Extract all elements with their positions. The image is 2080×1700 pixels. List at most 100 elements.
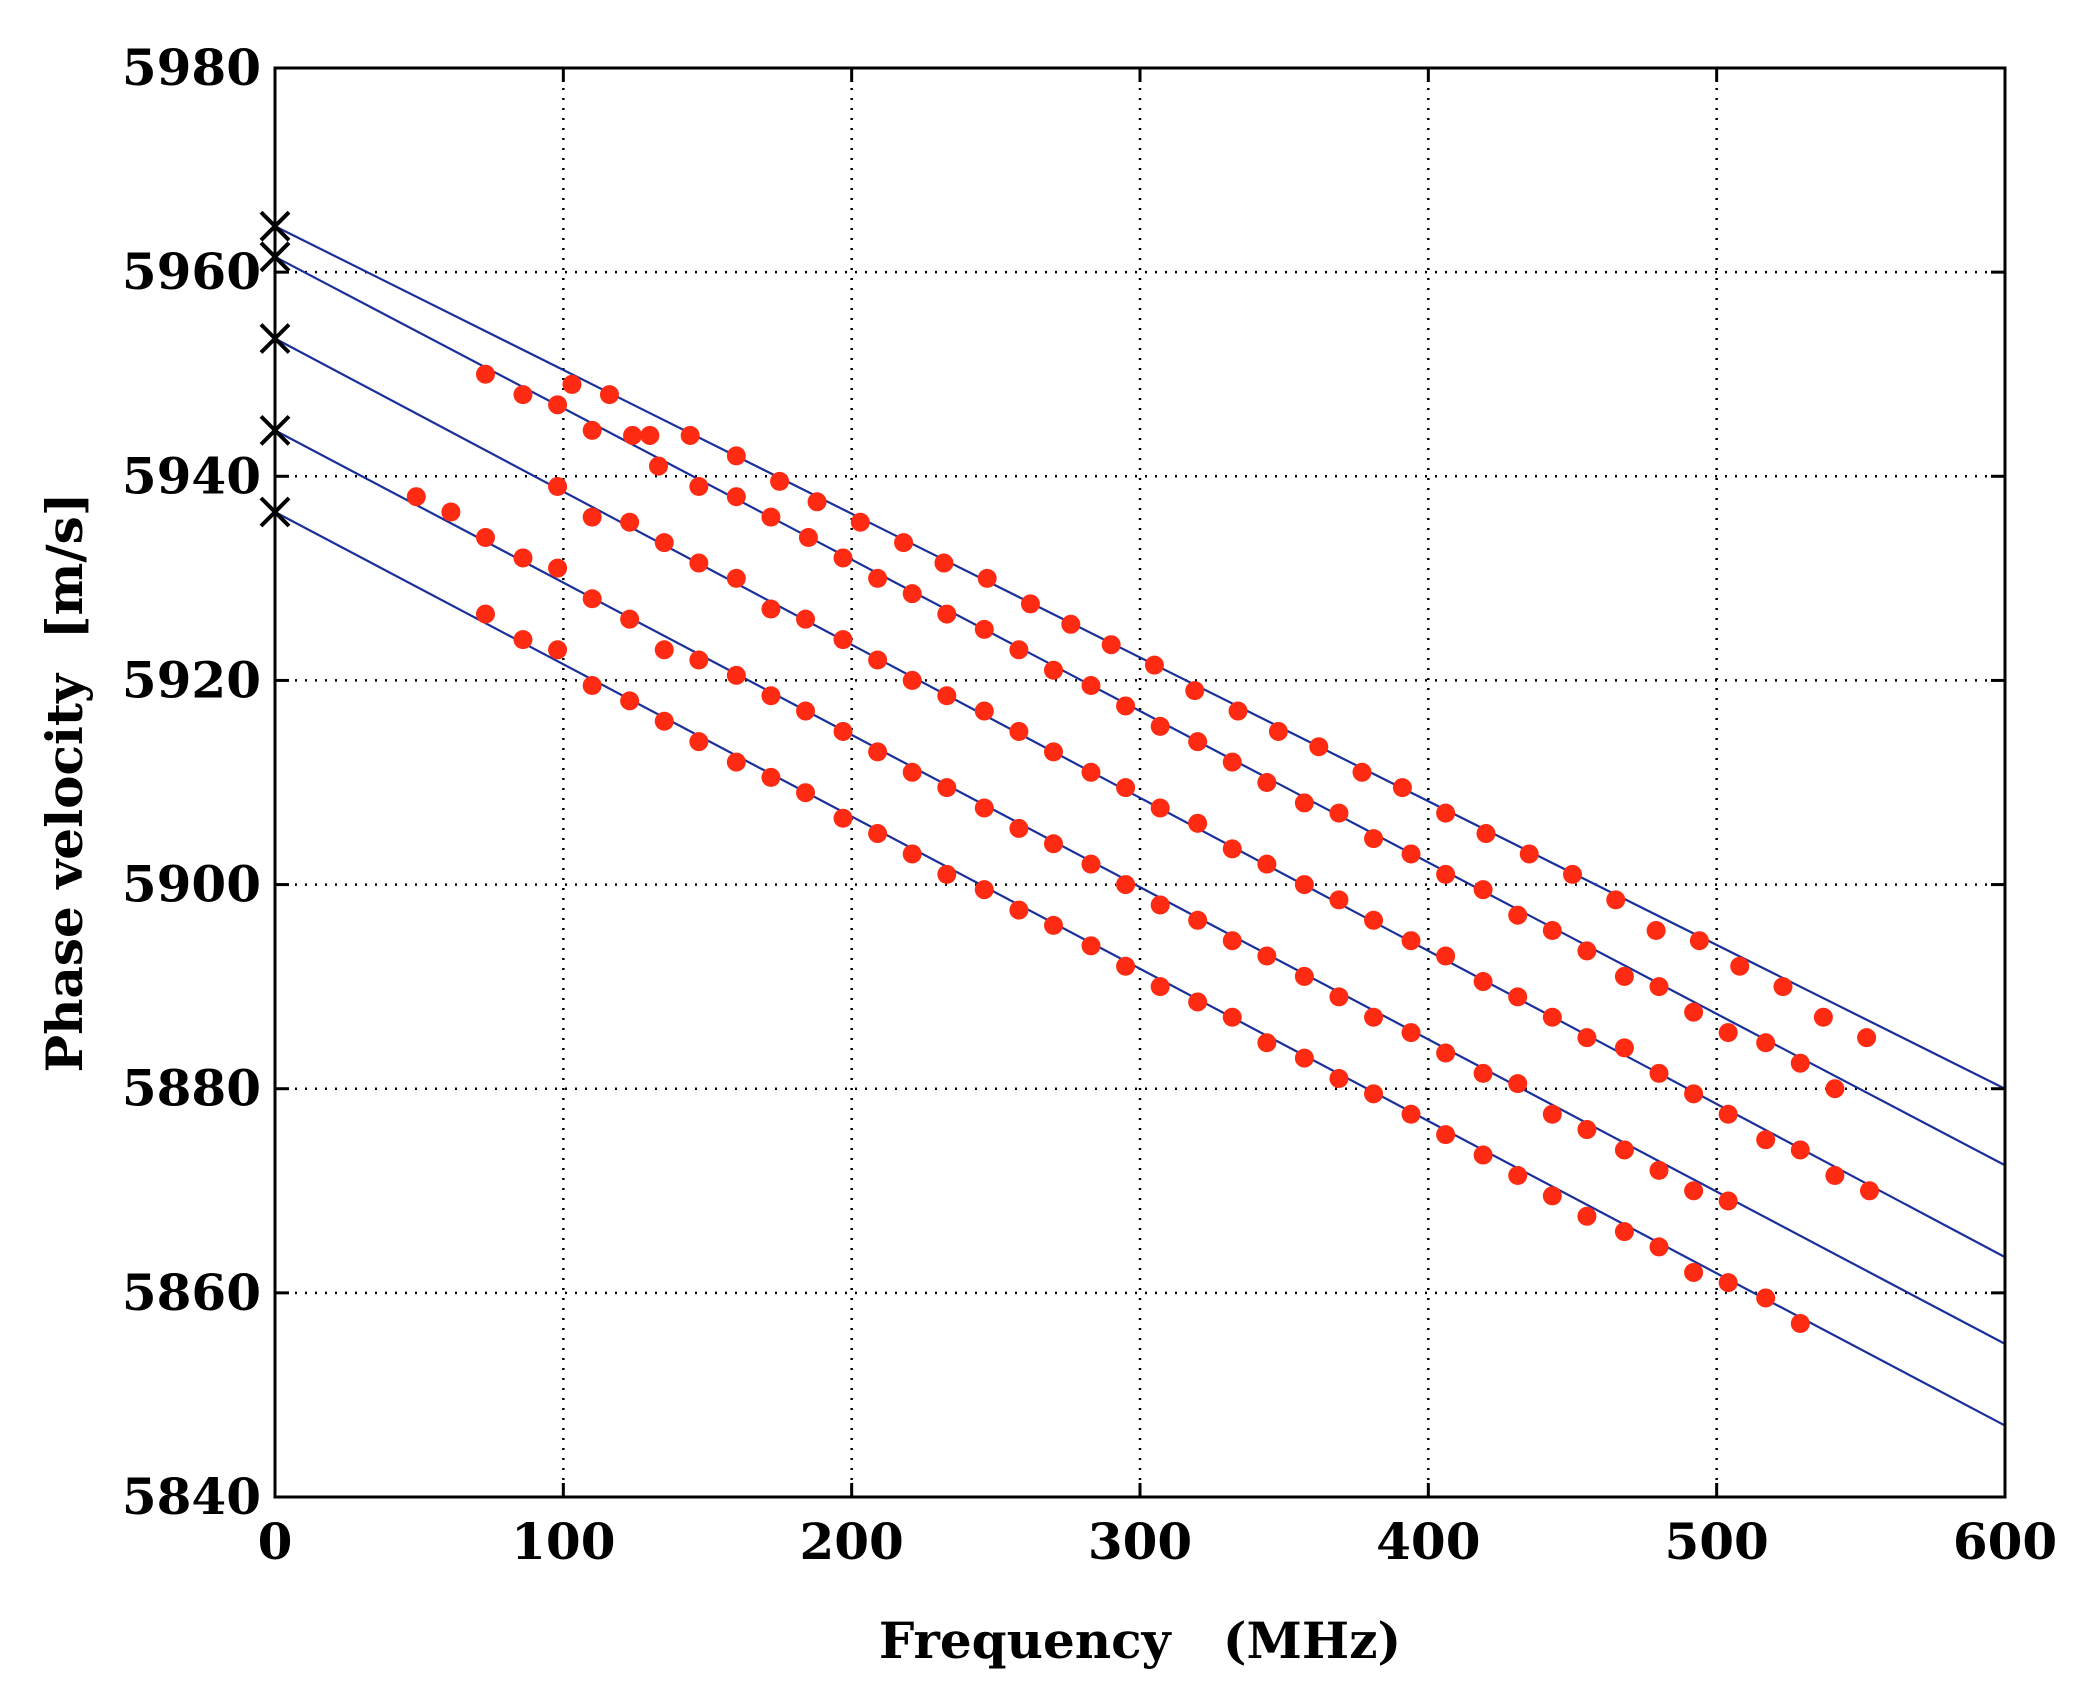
data-point xyxy=(1222,752,1242,772)
data-point xyxy=(761,686,781,706)
fit-line-1 xyxy=(274,225,2006,1090)
data-point xyxy=(1684,1181,1704,1201)
y-tick-label: 5900 xyxy=(122,855,261,914)
data-point xyxy=(868,824,888,844)
data-point xyxy=(548,395,568,415)
data-point xyxy=(726,487,746,507)
data-point xyxy=(937,604,957,624)
data-point xyxy=(1364,829,1384,849)
data-point xyxy=(1116,778,1136,798)
data-point xyxy=(1188,910,1208,930)
data-point xyxy=(582,676,602,696)
data-point xyxy=(1577,1120,1597,1140)
data-point xyxy=(1188,992,1208,1012)
data-point xyxy=(902,670,922,690)
data-point xyxy=(1614,1038,1634,1058)
data-point xyxy=(937,778,957,798)
data-point xyxy=(1257,773,1277,792)
data-point xyxy=(1436,1043,1456,1063)
data-point xyxy=(1228,701,1248,721)
data-point xyxy=(1352,762,1372,782)
data-point xyxy=(1294,793,1314,813)
data-point xyxy=(1081,762,1101,782)
data-point xyxy=(1081,854,1101,874)
data-point xyxy=(1790,1313,1810,1333)
fit-line-5 xyxy=(274,511,2006,1427)
data-point xyxy=(1508,905,1528,925)
data-point xyxy=(1185,681,1205,701)
y-tick-label: 5920 xyxy=(122,650,261,709)
data-point xyxy=(1773,977,1793,997)
data-point xyxy=(1009,900,1029,920)
data-point xyxy=(1044,834,1063,854)
data-point xyxy=(1401,844,1421,864)
data-point xyxy=(548,558,568,578)
data-point xyxy=(1508,987,1528,1007)
data-point xyxy=(582,589,602,609)
data-point xyxy=(1436,946,1456,966)
plot-frame xyxy=(273,66,2007,1499)
data-point xyxy=(833,808,853,828)
data-point xyxy=(1577,941,1597,961)
x-tick-label: 300 xyxy=(1088,1512,1192,1571)
data-point xyxy=(1813,1007,1833,1027)
data-point xyxy=(798,528,818,548)
data-point xyxy=(1150,716,1170,736)
data-point xyxy=(1401,931,1421,951)
data-point xyxy=(1646,921,1666,941)
data-point xyxy=(850,512,870,532)
data-point xyxy=(1329,890,1349,910)
y-tick-label: 5840 xyxy=(122,1467,261,1526)
y-axis-label: Phase velocity [m/s] xyxy=(35,493,94,1073)
data-point xyxy=(1329,1069,1349,1089)
x-tick-label: 400 xyxy=(1376,1512,1480,1571)
data-point xyxy=(796,609,816,629)
data-point xyxy=(1436,1125,1456,1145)
data-point xyxy=(1144,655,1164,675)
data-point xyxy=(513,385,533,405)
data-point xyxy=(1009,640,1029,660)
data-point xyxy=(654,533,674,553)
data-point xyxy=(1649,1063,1669,1083)
data-point xyxy=(796,701,816,721)
data-point xyxy=(1268,721,1288,741)
data-point xyxy=(654,640,674,660)
data-point xyxy=(1473,1145,1493,1165)
data-point xyxy=(726,446,746,466)
data-point xyxy=(620,691,640,711)
data-point xyxy=(1294,875,1314,895)
data-point xyxy=(726,665,746,685)
data-point xyxy=(620,512,640,532)
data-point xyxy=(582,507,602,527)
data-point xyxy=(654,711,674,731)
data-point xyxy=(689,732,709,752)
data-point xyxy=(548,640,568,660)
data-point xyxy=(1061,614,1081,634)
data-point xyxy=(620,609,640,629)
data-point xyxy=(1473,972,1493,992)
data-point xyxy=(1150,798,1170,818)
fit-line-4 xyxy=(274,429,2006,1345)
data-point xyxy=(1188,813,1208,833)
data-point xyxy=(1257,1033,1277,1053)
data-point xyxy=(1364,1007,1384,1027)
data-point xyxy=(1508,1165,1528,1185)
data-point xyxy=(1718,1023,1738,1043)
data-point xyxy=(761,599,781,619)
data-point xyxy=(475,528,495,548)
data-point xyxy=(1081,936,1101,956)
data-point xyxy=(1825,1165,1845,1185)
data-point xyxy=(475,364,495,384)
data-point xyxy=(689,650,709,670)
data-point xyxy=(1614,966,1634,986)
data-points-layer xyxy=(406,364,1879,1333)
data-point xyxy=(1116,875,1136,895)
data-point xyxy=(1081,676,1101,696)
data-point xyxy=(582,420,602,440)
data-point xyxy=(868,650,888,670)
data-point xyxy=(1614,1222,1634,1242)
data-point xyxy=(974,880,994,900)
data-point xyxy=(599,385,619,405)
data-point xyxy=(1309,737,1329,757)
data-point xyxy=(1257,946,1277,966)
